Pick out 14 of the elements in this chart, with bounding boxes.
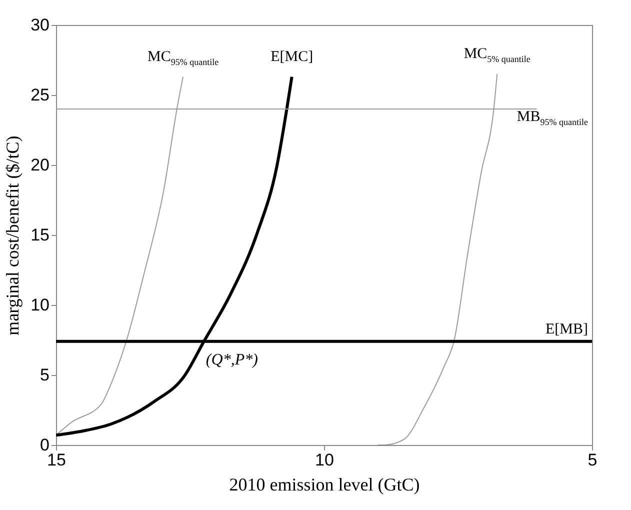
y-tick-label: 20	[30, 156, 50, 174]
x-axis-title: 2010 emission level (GtC)	[229, 474, 420, 494]
series-label: E[MC]	[270, 48, 314, 65]
y-tick-label: 15	[30, 226, 50, 244]
y-tick-label: 10	[30, 296, 50, 314]
y-tick-label: 30	[30, 16, 50, 34]
y-axis-title: marginal cost/benefit ($/tC)	[2, 136, 23, 336]
x-tick-label: 10	[315, 450, 334, 470]
y-tick-label: 0	[40, 436, 50, 454]
y-tick-label: 25	[30, 86, 50, 104]
y-tick-label: 5	[40, 366, 50, 384]
x-tick-label: 5	[588, 450, 598, 470]
series-label: E[MB]	[546, 321, 588, 338]
annotation: (Q*,P*)	[206, 351, 258, 368]
